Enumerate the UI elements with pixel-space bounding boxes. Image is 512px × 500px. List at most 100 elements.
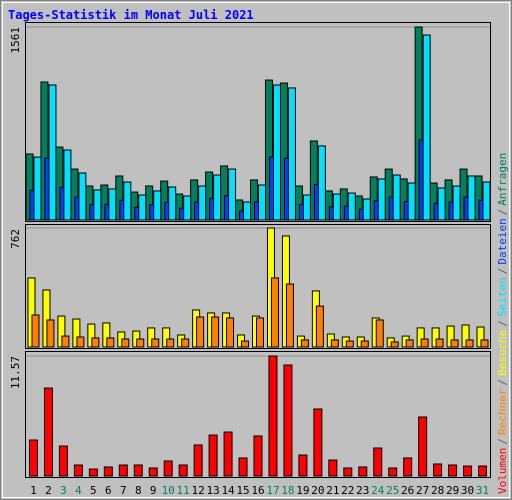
bar (258, 184, 266, 221)
bar (118, 464, 128, 477)
x-tick-label: 8 (135, 484, 142, 497)
bar (437, 187, 446, 221)
bar (121, 338, 130, 348)
x-tick-label: 25 (386, 484, 399, 497)
bar (153, 190, 162, 221)
bar (238, 457, 248, 477)
x-tick-label: 19 (296, 484, 309, 497)
bar (57, 315, 66, 348)
x-tick-label: 15 (236, 484, 249, 497)
chart-title: Tages-Statistik im Monat Juli 2021 (8, 8, 254, 22)
bar (91, 337, 100, 348)
bar (151, 338, 160, 348)
legend-entry: Rechner (496, 388, 509, 435)
x-tick-label: 5 (90, 484, 97, 497)
x-tick-label: 29 (446, 484, 459, 497)
x-tick-label: 2 (45, 484, 52, 497)
bar (168, 186, 177, 221)
bar (166, 338, 175, 348)
bar (253, 435, 263, 477)
legend-separator: / (496, 320, 509, 327)
bar (138, 194, 147, 221)
bar (136, 338, 145, 348)
bar (31, 314, 40, 348)
bar (48, 84, 57, 221)
bar (268, 355, 278, 477)
bar (347, 192, 356, 221)
bar (270, 277, 279, 348)
bar (433, 463, 443, 477)
bar (377, 178, 386, 221)
bar (106, 337, 115, 348)
bar (93, 189, 102, 221)
bar (302, 194, 311, 221)
bar (223, 431, 233, 477)
bar (183, 195, 192, 221)
bar (283, 364, 293, 477)
bar (76, 336, 85, 348)
bar (403, 457, 413, 477)
bar (43, 387, 53, 477)
bar (373, 447, 383, 477)
x-tick-label: 16 (251, 484, 264, 497)
bar (256, 317, 264, 348)
bar (88, 468, 98, 477)
bar (241, 340, 250, 348)
bar (388, 467, 398, 477)
bar (313, 408, 323, 477)
bar (420, 338, 429, 348)
x-tick-label: 22 (341, 484, 354, 497)
legend-entry: Besuche (496, 330, 509, 376)
bar (73, 464, 83, 477)
bar (482, 181, 491, 221)
x-tick-label: 10 (162, 484, 175, 497)
bar (317, 145, 326, 221)
bar (148, 467, 158, 477)
bar (358, 466, 368, 477)
bar (448, 464, 458, 477)
bar (193, 444, 203, 477)
bar (467, 175, 476, 221)
bar (198, 185, 207, 221)
legend-separator: / (496, 438, 509, 445)
bar (243, 201, 252, 221)
bar (465, 339, 474, 348)
x-tick-label: 1 (30, 484, 37, 497)
bar (407, 182, 416, 221)
legend-entry: Dateien (496, 218, 509, 264)
bar (63, 149, 72, 221)
legend-separator: / (496, 379, 509, 386)
bar (226, 317, 235, 348)
bar (123, 181, 132, 221)
x-tick-label: 6 (105, 484, 112, 497)
bar (133, 464, 143, 477)
bar (298, 454, 308, 477)
bar (452, 185, 461, 221)
x-tick-label: 18 (281, 484, 294, 497)
bar (181, 338, 190, 348)
bar (463, 465, 473, 477)
y-tick-label: 11.57 (9, 356, 22, 389)
bar (435, 338, 444, 348)
x-tick-label: 12 (192, 484, 205, 497)
y-tick-label: 1561 (9, 27, 22, 54)
x-tick-label: 20 (311, 484, 324, 497)
x-tick-label: 30 (461, 484, 474, 497)
x-tick-label: 23 (356, 484, 369, 497)
legend-entry: Anfragen (496, 153, 509, 206)
bar (33, 156, 42, 221)
x-tick-label: 9 (150, 484, 157, 497)
bar (78, 172, 87, 221)
x-tick-label: 28 (431, 484, 444, 497)
x-tick-label: 27 (416, 484, 429, 497)
bar (450, 339, 459, 348)
bar (228, 168, 237, 221)
bar (196, 316, 205, 348)
x-tick-label: 31 (476, 484, 489, 497)
bar (328, 459, 338, 477)
x-tick-label: 17 (266, 484, 279, 497)
legend-separator: / (496, 209, 509, 216)
bar (300, 339, 309, 348)
